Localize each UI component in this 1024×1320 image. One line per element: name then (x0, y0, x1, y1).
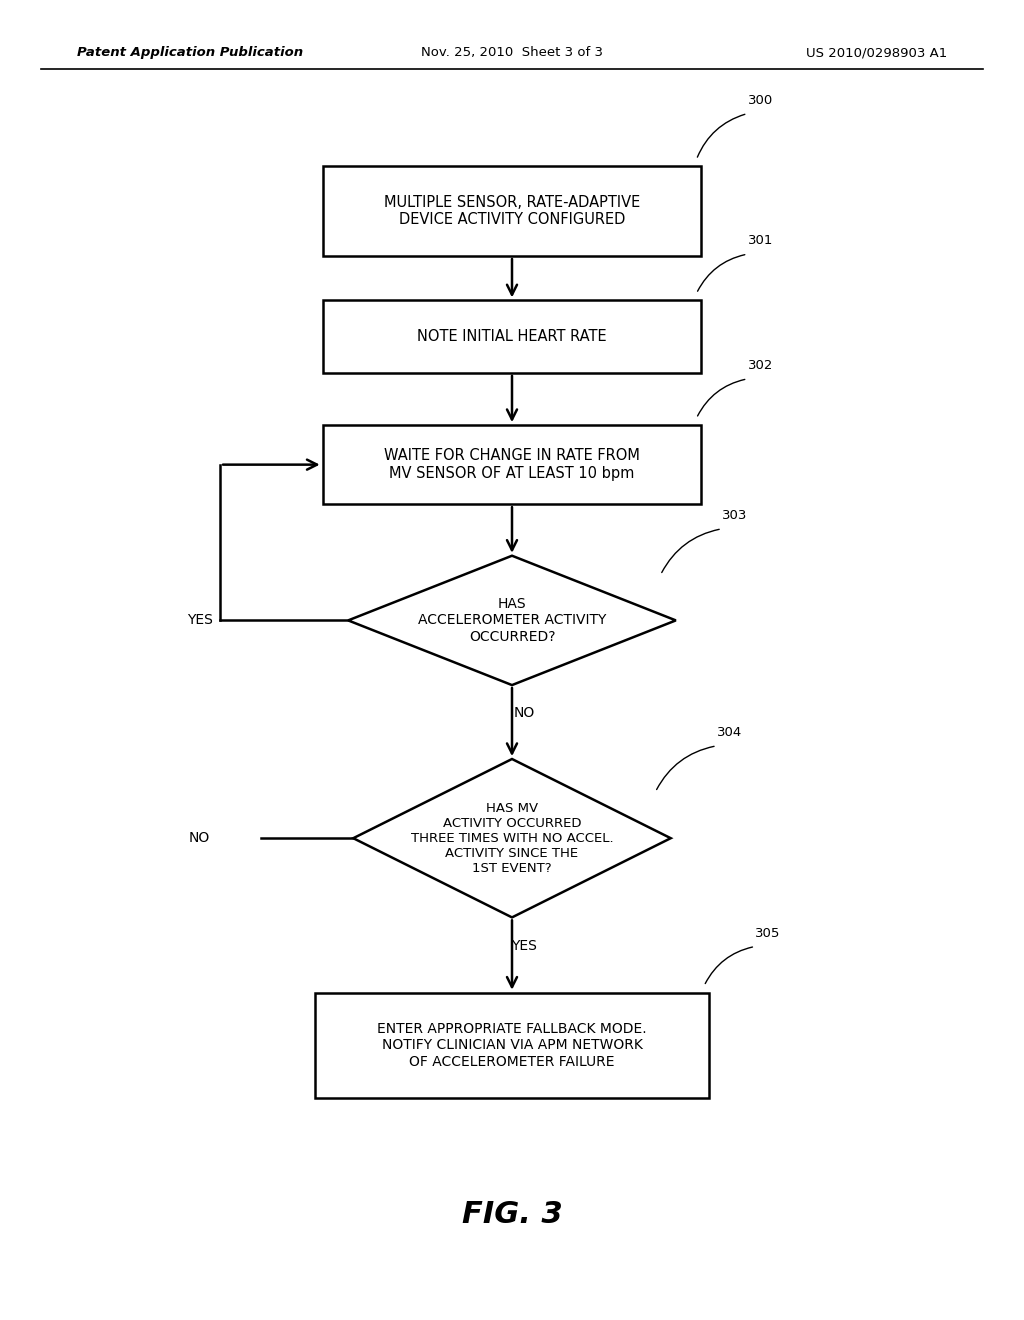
FancyBboxPatch shape (315, 993, 709, 1098)
Text: NO: NO (514, 706, 535, 721)
Text: WAITE FOR CHANGE IN RATE FROM
MV SENSOR OF AT LEAST 10 bpm: WAITE FOR CHANGE IN RATE FROM MV SENSOR … (384, 449, 640, 480)
FancyBboxPatch shape (323, 166, 701, 256)
Text: NOTE INITIAL HEART RATE: NOTE INITIAL HEART RATE (417, 329, 607, 345)
Text: 304: 304 (717, 726, 742, 739)
Text: ENTER APPROPRIATE FALLBACK MODE.
NOTIFY CLINICIAN VIA APM NETWORK
OF ACCELEROMET: ENTER APPROPRIATE FALLBACK MODE. NOTIFY … (377, 1022, 647, 1069)
Text: 301: 301 (748, 235, 773, 248)
Text: Patent Application Publication: Patent Application Publication (77, 46, 303, 59)
Text: YES: YES (511, 939, 538, 953)
Text: MULTIPLE SENSOR, RATE-ADAPTIVE
DEVICE ACTIVITY CONFIGURED: MULTIPLE SENSOR, RATE-ADAPTIVE DEVICE AC… (384, 195, 640, 227)
Text: Nov. 25, 2010  Sheet 3 of 3: Nov. 25, 2010 Sheet 3 of 3 (421, 46, 603, 59)
Text: 305: 305 (756, 927, 780, 940)
Polygon shape (348, 556, 676, 685)
Text: 300: 300 (748, 94, 773, 107)
Text: US 2010/0298903 A1: US 2010/0298903 A1 (806, 46, 947, 59)
FancyBboxPatch shape (323, 300, 701, 372)
Text: 302: 302 (748, 359, 773, 372)
Text: YES: YES (186, 614, 213, 627)
Text: FIG. 3: FIG. 3 (462, 1200, 562, 1229)
Text: 303: 303 (722, 510, 748, 523)
FancyBboxPatch shape (323, 425, 701, 504)
Text: HAS MV
ACTIVITY OCCURRED
THREE TIMES WITH NO ACCEL.
ACTIVITY SINCE THE
1ST EVENT: HAS MV ACTIVITY OCCURRED THREE TIMES WIT… (411, 801, 613, 875)
Text: NO: NO (189, 832, 210, 845)
Polygon shape (353, 759, 671, 917)
Text: HAS
ACCELEROMETER ACTIVITY
OCCURRED?: HAS ACCELEROMETER ACTIVITY OCCURRED? (418, 597, 606, 644)
